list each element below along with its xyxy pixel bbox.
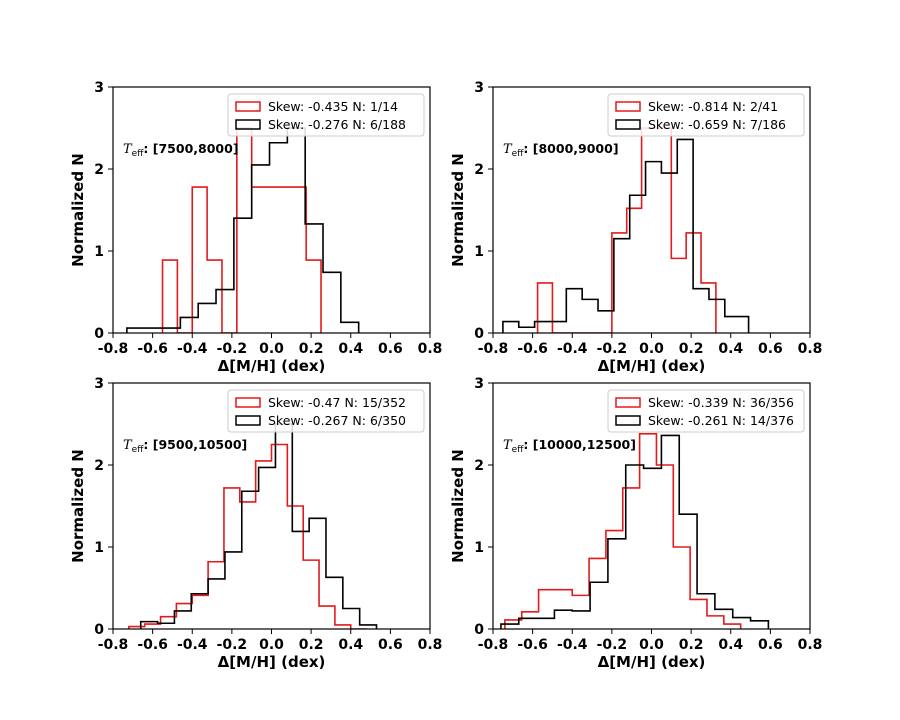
- y-axis-label: Normalized N: [69, 449, 87, 563]
- y-tick-label: 2: [474, 162, 484, 178]
- y-tick-label: 0: [474, 622, 484, 638]
- panel-4: -0.8 -0.6 -0.4 -0.2 0.0 0.2 0.4 0.6 0.8 0 1 2 3 Δ[M/H…: [449, 376, 822, 671]
- x-tick-label: 0.0: [259, 637, 284, 653]
- teff-annotation: Teff: [9500,10500]: [123, 437, 247, 455]
- y-tick-label: 3: [474, 80, 484, 96]
- x-tick-label: -0.2: [597, 341, 628, 357]
- x-tick-label: 0.8: [418, 637, 443, 653]
- legend: [227, 389, 425, 433]
- y-tick-label: 1: [474, 244, 484, 260]
- y-tick-label: 0: [474, 326, 484, 342]
- x-axis-label: Δ[M/H] (dex): [598, 653, 706, 671]
- x-tick-label: -0.2: [597, 637, 628, 653]
- histogram-series-2: [126, 127, 360, 333]
- y-tick-label: 0: [94, 622, 104, 638]
- y-tick-label: 0: [94, 326, 104, 342]
- y-tick-label: 2: [474, 458, 484, 474]
- legend: [227, 93, 425, 137]
- panel-2: -0.8 -0.6 -0.4 -0.2 0.0 0.2 0.4 0.6 0.8 0 1 2 3 Δ[M/H…: [449, 80, 822, 375]
- legend-label-2: Skew: -0.261 N: 14/376: [648, 413, 794, 428]
- x-tick-label: -0.4: [177, 341, 208, 357]
- y-tick-label: 1: [474, 540, 484, 556]
- legend-label-1: Skew: -0.814 N: 2/41: [648, 99, 778, 114]
- legend-label-1: Skew: -0.339 N: 36/356: [648, 395, 794, 410]
- x-tick-label: -0.6: [517, 637, 548, 653]
- x-tick-label: 0.6: [378, 341, 403, 357]
- x-tick-label: 0.6: [758, 341, 783, 357]
- x-tick-label: 0.4: [718, 341, 743, 357]
- panel-3: -0.8 -0.6 -0.4 -0.2 0.0 0.2 0.4 0.6 0.8 0 1 2 3 Δ[M/H…: [69, 376, 442, 671]
- y-axis-label: Normalized N: [449, 449, 467, 563]
- x-tick-label: 0.4: [338, 637, 363, 653]
- legend-swatch-1: [615, 397, 641, 408]
- x-axis-label: Δ[M/H] (dex): [218, 357, 326, 375]
- teff-annotation: Teff: [7500,8000]: [123, 141, 239, 159]
- x-tick-label: -0.4: [177, 637, 208, 653]
- legend-swatch-2: [615, 119, 641, 130]
- legend-label-2: Skew: -0.267 N: 6/350: [268, 413, 406, 428]
- legend-swatch-2: [235, 415, 261, 426]
- x-axis-label: Δ[M/H] (dex): [218, 653, 326, 671]
- x-tick-label: -0.8: [98, 341, 129, 357]
- x-tick-label: 0.0: [639, 637, 664, 653]
- histogram-series-2: [500, 434, 770, 629]
- x-tick-label: 0.8: [418, 341, 443, 357]
- teff-annotation: Teff: [10000,12500]: [503, 437, 636, 455]
- x-tick-label: -0.4: [557, 341, 588, 357]
- legend-label-2: Skew: -0.276 N: 6/188: [268, 117, 406, 132]
- x-tick-label: -0.8: [98, 637, 129, 653]
- y-axis-label: Normalized N: [449, 153, 467, 267]
- histogram-series-2: [139, 423, 378, 629]
- x-tick-label: -0.6: [137, 637, 168, 653]
- teff-annotation: Teff: [8000,9000]: [503, 141, 619, 159]
- x-tick-label: 0.2: [679, 341, 704, 357]
- legend-swatch-1: [615, 101, 641, 112]
- y-tick-label: 3: [474, 376, 484, 392]
- x-tick-label: 0.4: [338, 341, 363, 357]
- x-tick-label: 0.2: [299, 341, 324, 357]
- x-tick-label: 0.2: [299, 637, 324, 653]
- x-tick-label: 0.2: [679, 637, 704, 653]
- x-tick-label: -0.4: [557, 637, 588, 653]
- histogram-series-1: [128, 443, 367, 629]
- legend-swatch-2: [235, 119, 261, 130]
- panel-1: -0.8 -0.6 -0.4 -0.2 0.0 0.2 0.4 0.6 0.8 0 1 2 3 Δ[M/H…: [69, 80, 442, 375]
- y-tick-label: 1: [94, 540, 104, 556]
- x-tick-label: -0.6: [517, 341, 548, 357]
- y-axis-label: Normalized N: [69, 153, 87, 267]
- x-tick-label: 0.8: [798, 637, 823, 653]
- legend-swatch-1: [235, 101, 261, 112]
- legend-label-1: Skew: -0.47 N: 15/352: [268, 395, 406, 410]
- x-tick-label: -0.6: [137, 341, 168, 357]
- x-tick-label: 0.0: [259, 341, 284, 357]
- x-tick-label: 0.6: [378, 637, 403, 653]
- x-axis-label: Δ[M/H] (dex): [598, 357, 706, 375]
- histogram-series-2: [502, 138, 750, 333]
- histogram-series-1: [161, 127, 322, 333]
- x-tick-label: -0.8: [478, 637, 509, 653]
- y-tick-label: 2: [94, 458, 104, 474]
- x-tick-label: 0.8: [798, 341, 823, 357]
- x-tick-label: -0.8: [478, 341, 509, 357]
- y-tick-label: 3: [94, 80, 104, 96]
- x-tick-label: 0.6: [758, 637, 783, 653]
- x-tick-label: -0.2: [217, 637, 248, 653]
- legend-label-1: Skew: -0.435 N: 1/14: [268, 99, 398, 114]
- histogram-series-1: [504, 433, 742, 629]
- legend: [607, 93, 805, 137]
- y-tick-label: 3: [94, 376, 104, 392]
- x-tick-label: 0.0: [639, 341, 664, 357]
- legend-swatch-2: [615, 415, 641, 426]
- legend-label-2: Skew: -0.659 N: 7/186: [648, 117, 786, 132]
- x-tick-label: 0.4: [718, 637, 743, 653]
- y-tick-label: 1: [94, 244, 104, 260]
- histogram-series-1: [536, 127, 717, 333]
- legend: [607, 389, 805, 433]
- x-tick-label: -0.2: [217, 341, 248, 357]
- y-tick-label: 2: [94, 162, 104, 178]
- legend-swatch-1: [235, 397, 261, 408]
